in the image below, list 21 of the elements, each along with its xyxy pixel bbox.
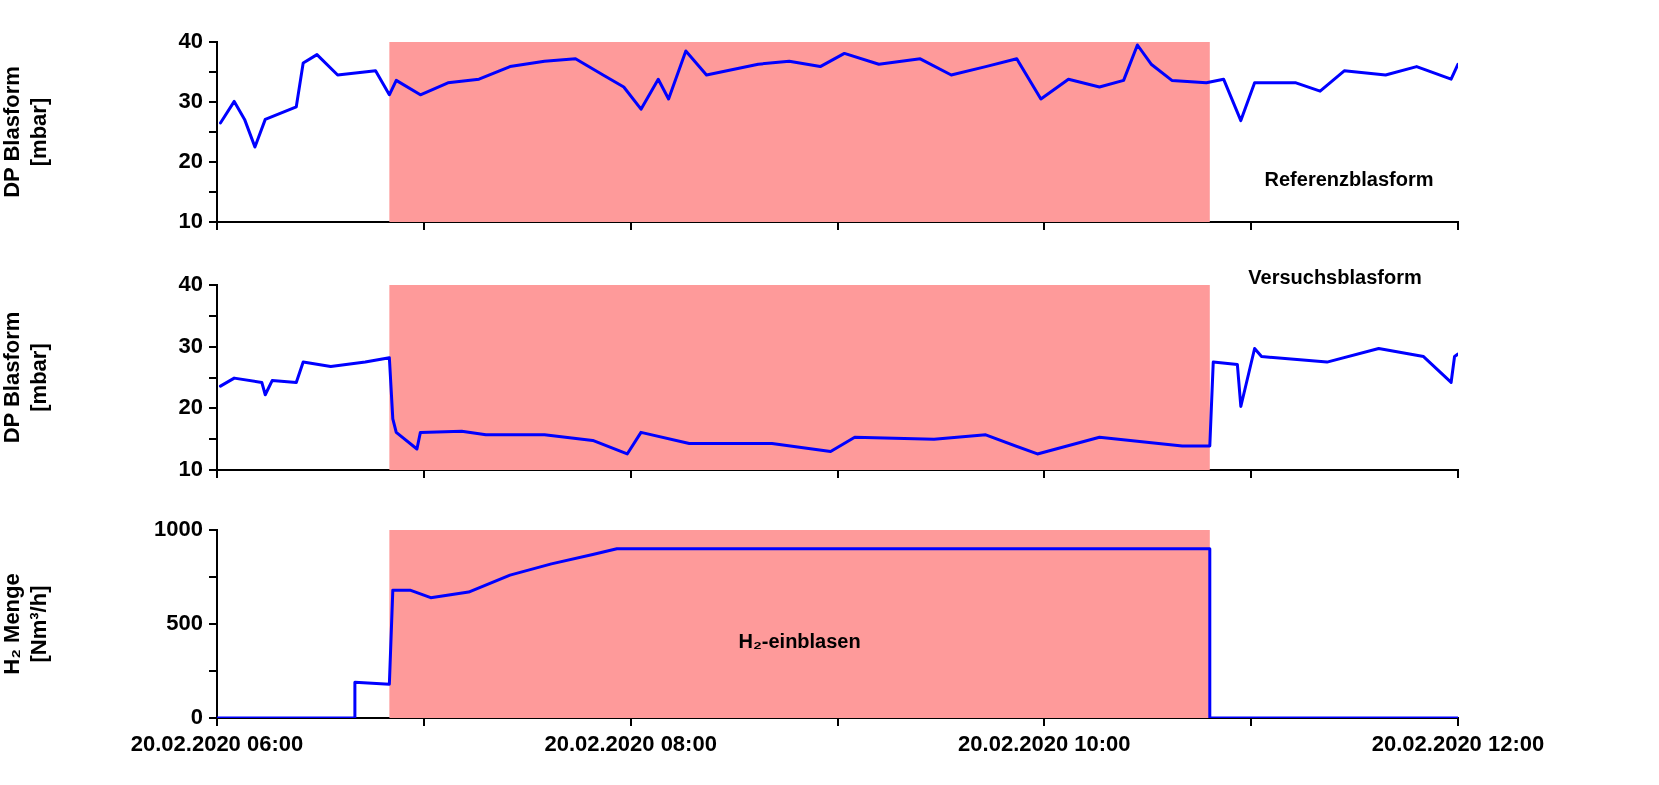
- y-tick-label: 20: [178, 148, 203, 174]
- x-tick-label: 20.02.2020 06:00: [130, 731, 304, 757]
- y-tick-label: 10: [178, 208, 203, 234]
- y-tick-label: 20: [178, 394, 203, 420]
- y-tick-label: 500: [166, 610, 203, 636]
- x-tick-label: 20.02.2020 08:00: [544, 731, 717, 757]
- y-tick-label: 0: [190, 704, 203, 730]
- y-tick-label: 40: [178, 271, 203, 297]
- y-tick-label: 30: [178, 88, 203, 114]
- y-axis-title: H₂ Menge [Nm³/h]: [0, 573, 51, 675]
- y-axis-title: DP Blasform [mbar]: [0, 66, 51, 198]
- x-tick-label: 20.02.2020 10:00: [958, 731, 1131, 757]
- y-axis-title: DP Blasform [mbar]: [0, 311, 51, 444]
- text: Referenzblasform: [1264, 167, 1434, 190]
- y-tick-label: 30: [178, 332, 203, 358]
- text: Versuchsblasform: [1248, 265, 1422, 288]
- x-tick-label: 20.02.2020 12:00: [1371, 731, 1545, 757]
- band-label: H₂-einblasen: [738, 630, 861, 653]
- y-tick-label: 1000: [154, 516, 203, 542]
- y-tick-label: 40: [178, 28, 203, 54]
- y-tick-label: 10: [178, 456, 203, 482]
